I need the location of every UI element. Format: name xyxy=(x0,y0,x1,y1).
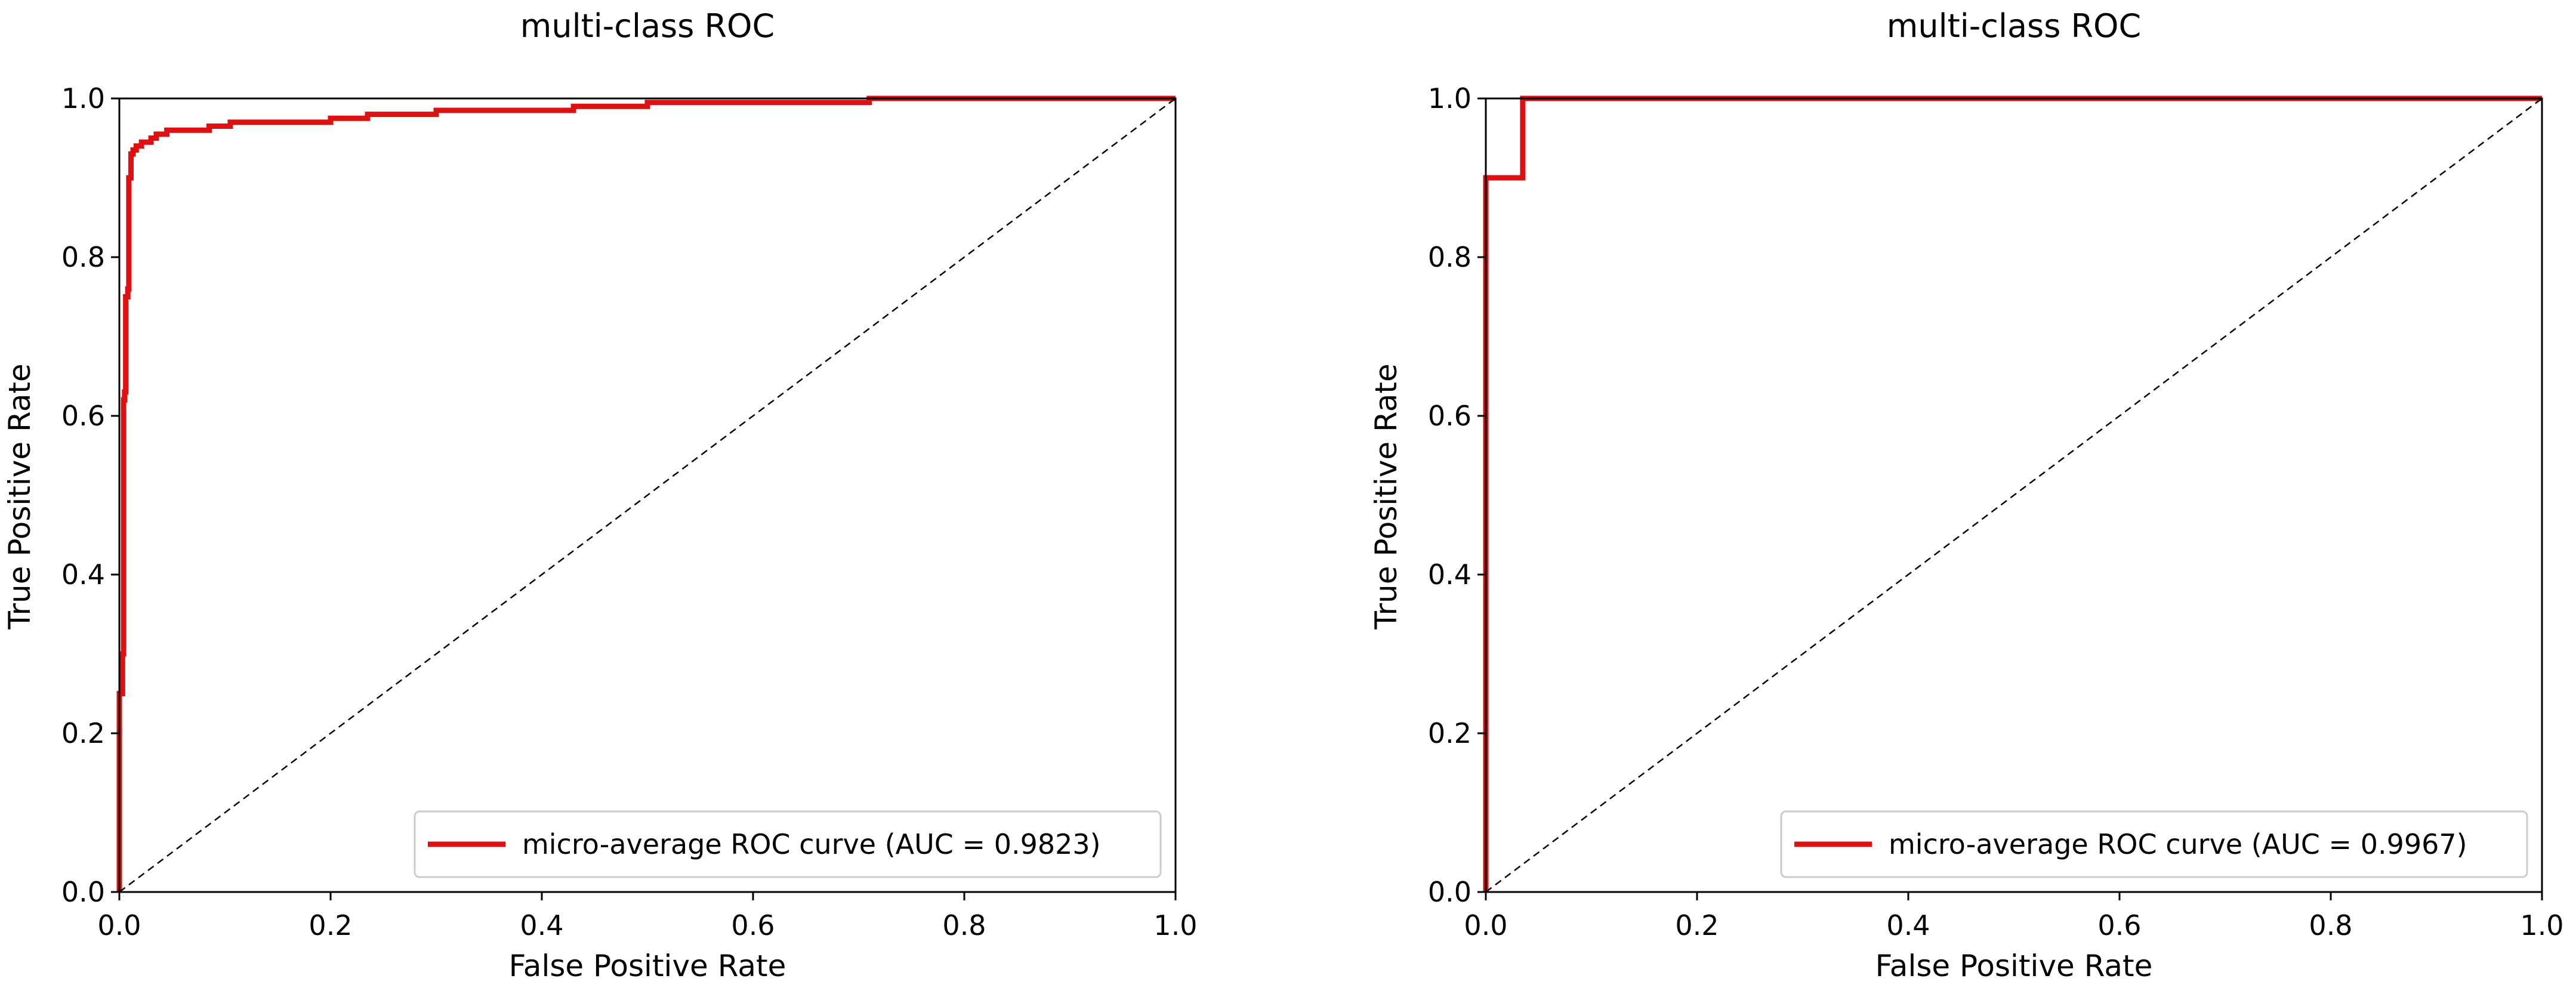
chart-title: multi-class ROC xyxy=(520,7,775,45)
x-tick-label: 0.8 xyxy=(942,909,986,942)
x-tick-label: 0.4 xyxy=(1886,909,1930,942)
x-tick-label: 0.0 xyxy=(97,909,141,942)
x-tick-label: 0.6 xyxy=(731,909,775,942)
x-tick-label: 0.0 xyxy=(1464,909,1507,942)
y-tick-label: 0.4 xyxy=(61,558,105,591)
x-axis-label: False Positive Rate xyxy=(1875,949,2153,983)
legend-label: micro-average ROC curve (AUC = 0.9823) xyxy=(522,828,1101,860)
y-tick-label: 0.4 xyxy=(1428,558,1471,591)
y-tick-label: 0.6 xyxy=(1428,400,1471,432)
x-tick-label: 0.8 xyxy=(2309,909,2352,942)
y-tick-label: 1.0 xyxy=(61,82,105,115)
roc-curve-line xyxy=(116,95,1176,892)
x-tick-label: 0.6 xyxy=(2097,909,2141,942)
legend-box xyxy=(1780,810,2528,878)
chart-panel-left: multi-class ROC False Positive Rate True… xyxy=(2,7,1198,983)
y-axis-label: True Positive Rate xyxy=(1369,363,1403,629)
y-axis-label: True Positive Rate xyxy=(2,363,37,629)
y-tick-label: 0.0 xyxy=(1428,876,1471,908)
plot-area: 0.0 0.2 0.4 0.6 0.8 1.0 0.0 0.2 0.4 0.6 0.8 1.0 micr… xyxy=(1428,82,2564,942)
x-tick-label: 0.2 xyxy=(308,909,352,942)
legend: micro-average ROC curve (AUC = 0.9823) xyxy=(414,810,1162,878)
x-tick-label: 0.2 xyxy=(1675,909,1719,942)
legend: micro-average ROC curve (AUC = 0.9967) xyxy=(1780,810,2528,878)
legend-box xyxy=(414,810,1162,878)
y-tick-label: 0.6 xyxy=(61,400,105,432)
x-axis-label: False Positive Rate xyxy=(509,949,786,983)
chart-panel-right: multi-class ROC False Positive Rate True… xyxy=(1369,7,2564,983)
x-tick-label: 1.0 xyxy=(1153,909,1197,942)
x-tick-label: 0.4 xyxy=(520,909,563,942)
x-tick-label: 1.0 xyxy=(2520,909,2563,942)
plot-area: 0.0 0.2 0.4 0.6 0.8 1.0 0.0 0.2 0.4 0.6 0.8 1.0 micr… xyxy=(61,82,1198,942)
axes-frame xyxy=(118,97,1177,893)
y-tick-label: 1.0 xyxy=(1428,82,1471,115)
chance-diagonal-line xyxy=(119,98,1176,893)
y-tick-label: 0.0 xyxy=(61,876,105,908)
y-tick-label: 0.2 xyxy=(1428,717,1471,749)
y-tick-label: 0.2 xyxy=(61,717,105,749)
y-tick-label: 0.8 xyxy=(61,241,105,273)
chart-title: multi-class ROC xyxy=(1887,7,2141,45)
legend-label: micro-average ROC curve (AUC = 0.9967) xyxy=(1889,828,2467,860)
axes-frame xyxy=(1485,97,2543,893)
y-tick-label: 0.8 xyxy=(1428,241,1471,273)
chance-diagonal-line xyxy=(1485,98,2543,893)
